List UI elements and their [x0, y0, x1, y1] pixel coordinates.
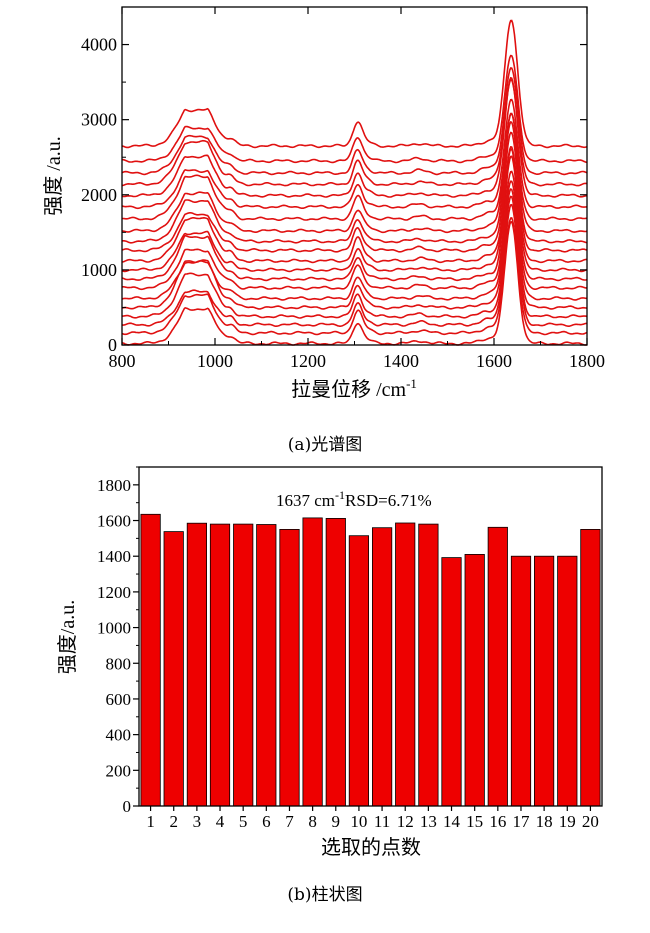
rsd-annotation-wavenumber: 1637 cm: [276, 491, 335, 510]
spectrum-x-tick-label: 1400: [383, 351, 419, 371]
bar-y-tick-label: 200: [106, 761, 132, 780]
bar-7: [279, 529, 300, 807]
bar-y-tick-label: 1800: [97, 476, 131, 495]
bar-5: [233, 523, 254, 807]
bar-y-tick-label: 400: [106, 726, 132, 745]
bar-x-tick-label: 11: [374, 812, 390, 831]
bar-plot-frame: [138, 466, 603, 807]
bar-y-tick-label: 1400: [97, 547, 131, 566]
bar-x-tick-label: 8: [308, 812, 317, 831]
bar-x-tick-label: 1: [146, 812, 155, 831]
bar-20: [580, 529, 601, 807]
spectrum-line-8: [121, 155, 588, 282]
bar-10: [348, 535, 370, 807]
bar-x-tick-label: 4: [216, 812, 225, 831]
spectrum-x-axis-label-superscript: -1: [406, 376, 417, 391]
spectrum-x-axis-label: 拉曼位移 /cm-1: [291, 376, 417, 401]
bar-14: [441, 557, 462, 807]
bar-y-tick-label: 800: [106, 654, 132, 673]
spectrum-line-17: [121, 78, 587, 187]
spectrum-x-axis-label-text: 拉曼位移 /cm: [291, 378, 406, 401]
bar-2: [163, 531, 184, 807]
bar-y-tick-label: 1000: [97, 619, 131, 638]
bar-x-tick-label: 14: [443, 812, 461, 831]
bar-x-tick-label: 2: [169, 812, 178, 831]
spectrum-line-15: [121, 98, 588, 210]
spectrum-line-3: [122, 203, 588, 327]
caption-a: (a)光谱图: [287, 435, 363, 455]
bar-8: [302, 517, 323, 807]
caption-b: (b)柱状图: [287, 885, 363, 905]
bar-4: [209, 523, 231, 807]
spectrum-x-tick-label: 1000: [197, 351, 233, 371]
bars: [140, 513, 601, 807]
bar-x-tick-label: 20: [582, 812, 599, 831]
bar-12: [395, 522, 416, 807]
bar-11: [371, 527, 393, 807]
spectrum-chart: 800 1000 1200 1400 1600 1800 0 1000 2000 3000 4000…: [42, 6, 605, 401]
bar-y-tick-label: 1200: [97, 583, 131, 602]
bar-15: [464, 554, 485, 807]
bar-x-tick-label: 12: [397, 812, 414, 831]
spectrum-line-10: [121, 146, 588, 264]
bar-x-tick-label: 18: [536, 812, 553, 831]
spectrum-line-2: [121, 216, 588, 336]
spectrum-y-tick-label: 2000: [81, 185, 117, 205]
bar-17: [510, 555, 532, 807]
bar-y-tick-label: 600: [106, 690, 132, 709]
bar-x-tick-label: 17: [512, 812, 530, 831]
spectrum-x-tick-label: 1800: [569, 351, 605, 371]
rsd-annotation-value: RSD=6.71%: [345, 491, 432, 510]
spectrum-line-20: [121, 19, 588, 149]
spectrum-line-6: [121, 180, 587, 301]
bar-6: [256, 524, 277, 807]
bar-y-tick-label: 0: [123, 797, 132, 816]
bar-x-axis-label: 选取的点数: [321, 836, 421, 859]
bar-3: [186, 522, 207, 807]
bar-x-tick-label: 10: [350, 812, 367, 831]
spectrum-y-tick-label: 3000: [81, 110, 117, 130]
bar-16: [487, 526, 508, 807]
spectrum-x-tick-label: 1200: [290, 351, 326, 371]
spectrum-line-12: [121, 121, 588, 244]
bar-y-tick-label: 1600: [97, 512, 131, 531]
spectrum-y-tick-label: 4000: [81, 35, 117, 55]
spectrum-y-tick-label: 0: [108, 335, 117, 355]
rsd-annotation: 1637 cm-1RSD=6.71%: [276, 488, 432, 510]
bar-x-tick-label: 5: [239, 812, 248, 831]
bar-19: [557, 555, 578, 807]
spectrum-line-18: [121, 67, 588, 176]
rsd-annotation-superscript: -1: [335, 488, 345, 502]
spectrum-line-11: [121, 131, 588, 253]
bar-13: [418, 523, 439, 807]
spectrum-line-14: [122, 112, 588, 222]
spectrum-y-tick-label: 1000: [81, 260, 117, 280]
bar-chart: 1 2 3 4 5 6 7 8 9 10 11 12 13 14 15 16 17 18 19 20020040060…: [56, 466, 603, 859]
bar-1: [140, 513, 161, 807]
spectrum-ticks: 800 1000 1200 1400 1600 1800 0 1000 2000 3000 4000: [81, 6, 605, 371]
bar-x-tick-label: 3: [193, 812, 202, 831]
spectrum-line-7: [121, 170, 587, 291]
spectrum-line-4: [121, 195, 588, 319]
bar-x-tick-label: 9: [332, 812, 341, 831]
spectrum-y-axis-label: 强度 /a.u.: [42, 136, 65, 215]
bar-9: [325, 518, 346, 807]
spectrum-line-19: [122, 54, 588, 164]
bar-ticks: 1 2 3 4 5 6 7 8 9 10 11 12 13 14 15 16 17 18 19 20020040060…: [97, 466, 599, 831]
spectrum-x-tick-label: 1600: [476, 351, 512, 371]
spectrum-lines: [121, 19, 588, 346]
bar-x-tick-label: 16: [489, 812, 506, 831]
bar-y-axis-label: 强度/a.u.: [56, 600, 79, 674]
bar-x-tick-label: 6: [262, 812, 271, 831]
bar-x-tick-label: 19: [559, 812, 576, 831]
bar-x-tick-label: 15: [466, 812, 483, 831]
bar-x-tick-label: 13: [420, 812, 437, 831]
bar-18: [534, 555, 555, 807]
spectrum-x-tick-label: 800: [109, 351, 136, 371]
bar-x-tick-label: 7: [285, 812, 294, 831]
